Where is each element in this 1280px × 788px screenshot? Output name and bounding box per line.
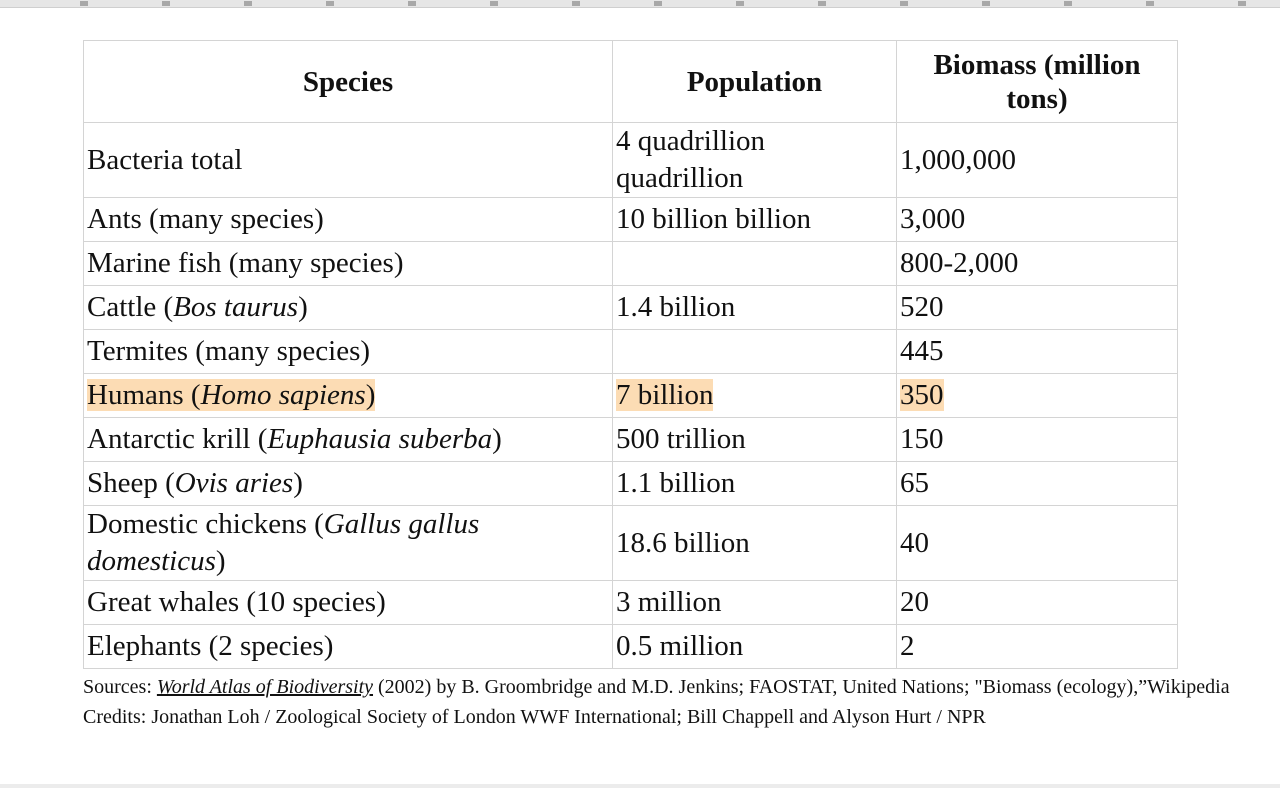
species-cell: Sheep (Ovis aries) — [83, 461, 613, 506]
population-cell: 10 billion billion — [612, 197, 897, 242]
highlight-population: 7 billion — [616, 379, 714, 411]
species-suffix: ) — [293, 467, 303, 499]
sources-text: (2002) by B. Groombridge and M.D. Jenkin… — [83, 676, 1230, 728]
table-row: Antarctic krill (Euphausia suberba) 500 … — [83, 417, 1178, 462]
scientific-name: Euphausia suberba — [267, 423, 493, 455]
population-cell: 4 quadrillion quadrillion — [612, 122, 897, 198]
biomass-cell: 520 — [896, 285, 1178, 330]
table-row: Sheep (Ovis aries) 1.1 billion 65 — [83, 461, 1178, 506]
population-cell: 1.1 billion — [612, 461, 897, 506]
species-cell: Termites (many species) — [83, 329, 613, 374]
species-name: Ants (many species) — [87, 203, 324, 235]
biomass-cell: 445 — [896, 329, 1178, 374]
species-name: Marine fish (many species) — [87, 247, 404, 279]
species-biomass-table: Species Population Biomass (million tons… — [83, 40, 1178, 669]
species-name: Cattle ( — [87, 291, 174, 323]
species-cell: Great whales (10 species) — [83, 580, 613, 625]
species-cell: Bacteria total — [83, 122, 613, 198]
species-name: Great whales (10 species) — [87, 586, 386, 618]
header-population: Population — [612, 40, 897, 123]
table-row: Bacteria total 4 quadrillion quadrillion… — [83, 122, 1178, 198]
table-row: Elephants (2 species) 0.5 million 2 — [83, 624, 1178, 669]
table-row: Domestic chickens (Gallus gallus domesti… — [83, 505, 1178, 581]
species-cell: Antarctic krill (Euphausia suberba) — [83, 417, 613, 462]
header-biomass: Biomass (million tons) — [896, 40, 1178, 123]
species-name: Domestic chickens ( — [87, 508, 324, 540]
species-name: Termites (many species) — [87, 335, 371, 367]
table-row: Great whales (10 species) 3 million 20 — [83, 580, 1178, 625]
table-row-highlighted: Humans (Homo sapiens) 7 billion 350 — [83, 373, 1178, 418]
biomass-cell: 2 — [896, 624, 1178, 669]
sources-note: Sources: World Atlas of Biodiversity (20… — [83, 672, 1253, 732]
species-cell: Marine fish (many species) — [83, 241, 613, 286]
biomass-cell: 40 — [896, 505, 1178, 581]
table-row: Cattle (Bos taurus) 1.4 billion 520 — [83, 285, 1178, 330]
population-cell: 18.6 billion — [612, 505, 897, 581]
species-name: Elephants (2 species) — [87, 630, 334, 662]
ruler-bar — [0, 0, 1280, 8]
species-name: Humans ( — [87, 379, 201, 411]
species-cell: Domestic chickens (Gallus gallus domesti… — [83, 505, 613, 581]
species-name: Bacteria total — [87, 143, 243, 176]
species-suffix: ) — [365, 379, 376, 411]
biomass-cell: 3,000 — [896, 197, 1178, 242]
biomass-cell: 20 — [896, 580, 1178, 625]
highlight-species: Humans (Homo sapiens) — [87, 379, 376, 411]
population-cell: 3 million — [612, 580, 897, 625]
header-species: Species — [83, 40, 613, 123]
population-cell — [612, 329, 897, 374]
population-cell: 0.5 million — [612, 624, 897, 669]
biomass-cell: 350 — [896, 373, 1178, 418]
species-suffix: ) — [492, 423, 502, 455]
population-cell: 7 billion — [612, 373, 897, 418]
species-suffix: ) — [298, 291, 308, 323]
biomass-cell: 65 — [896, 461, 1178, 506]
species-cell: Humans (Homo sapiens) — [83, 373, 613, 418]
species-cell: Cattle (Bos taurus) — [83, 285, 613, 330]
scientific-name: Gallus gallus domesticus — [87, 508, 480, 577]
table-row: Termites (many species) 445 — [83, 329, 1178, 374]
sources-prefix: Sources: — [83, 676, 157, 698]
bottom-divider — [0, 784, 1280, 788]
biomass-cell: 1,000,000 — [896, 122, 1178, 198]
source-book-title: World Atlas of Biodiversity — [156, 676, 374, 698]
population-cell: 1.4 billion — [612, 285, 897, 330]
species-name: Antarctic krill ( — [87, 423, 268, 455]
table-row: Ants (many species) 10 billion billion 3… — [83, 197, 1178, 242]
species-name: Sheep ( — [87, 467, 175, 499]
scientific-name: Homo sapiens — [200, 379, 366, 411]
population-cell: 500 trillion — [612, 417, 897, 462]
species-suffix: ) — [215, 545, 226, 577]
highlight-biomass: 350 — [900, 379, 944, 411]
species-cell: Elephants (2 species) — [83, 624, 613, 669]
table-row: Marine fish (many species) 800-2,000 — [83, 241, 1178, 286]
scientific-name: Bos taurus — [173, 291, 299, 323]
species-cell: Ants (many species) — [83, 197, 613, 242]
biomass-cell: 150 — [896, 417, 1178, 462]
scientific-name: Ovis aries — [174, 467, 294, 499]
population-cell — [612, 241, 897, 286]
table-header-row: Species Population Biomass (million tons… — [83, 40, 1178, 123]
biomass-cell: 800-2,000 — [896, 241, 1178, 286]
